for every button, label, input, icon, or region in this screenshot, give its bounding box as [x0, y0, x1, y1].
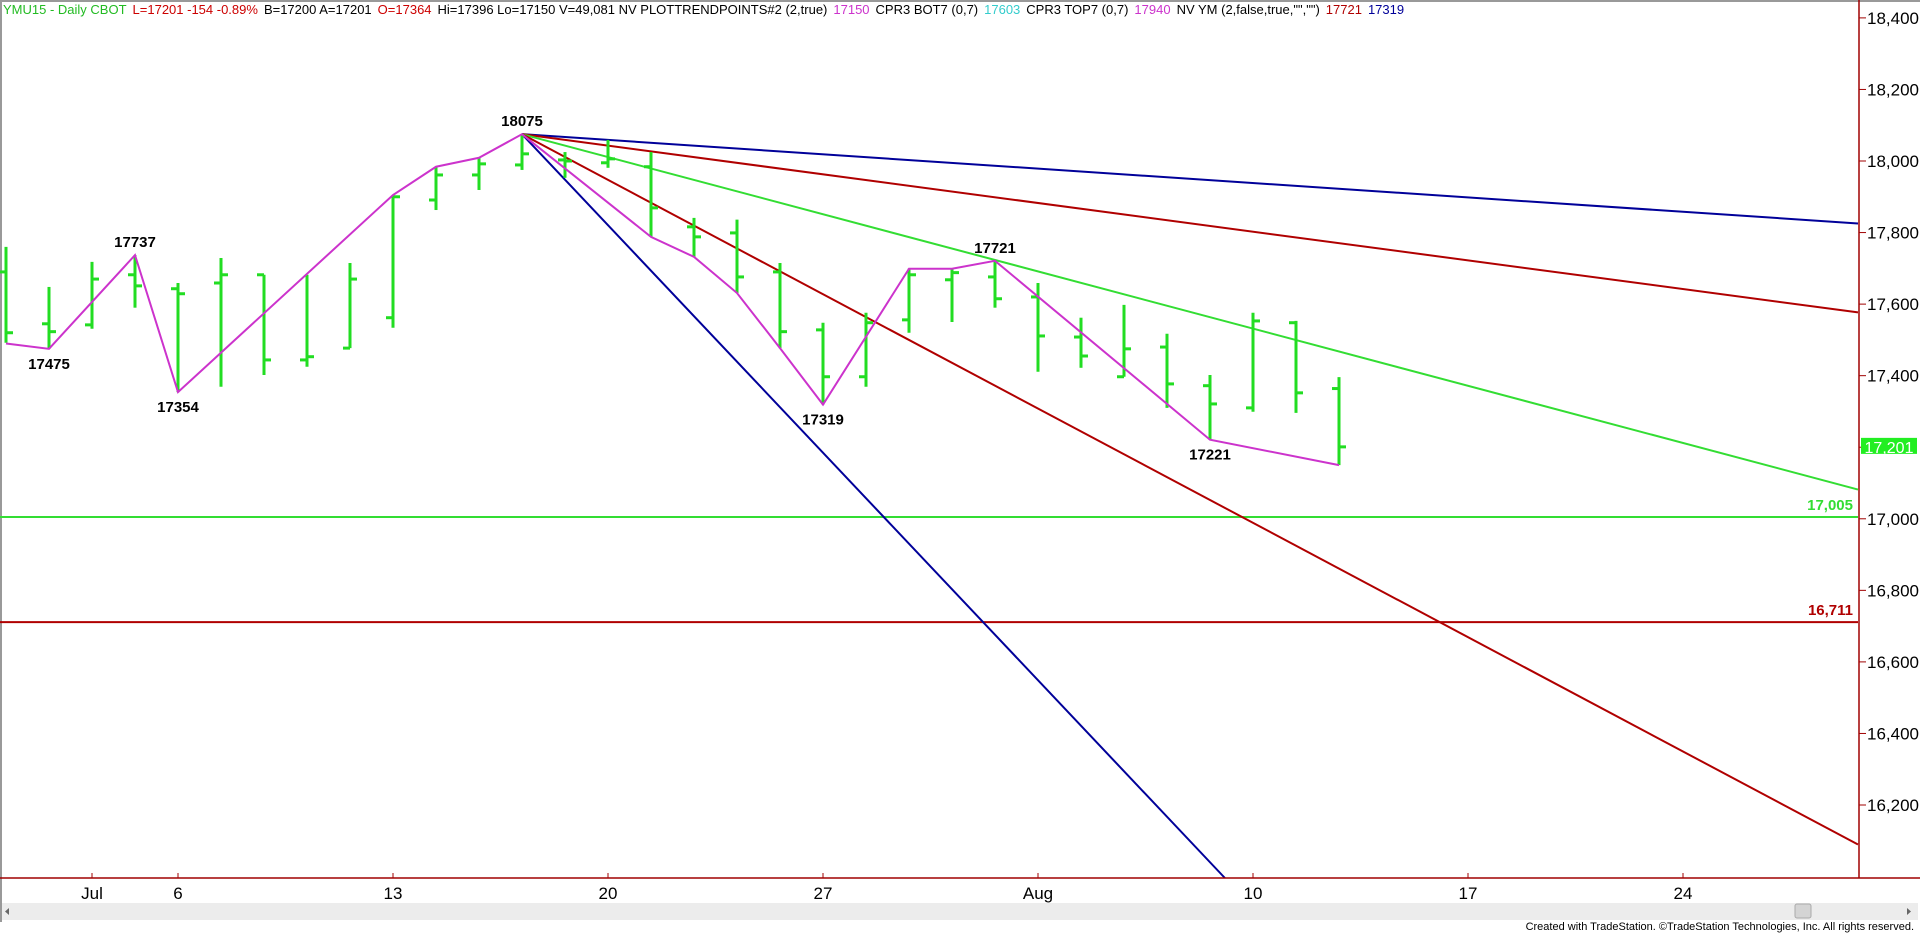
ohlc-bar	[644, 152, 658, 237]
last-price-marker: 17,201	[1861, 437, 1917, 457]
ohlc-bar	[300, 274, 314, 367]
open-price: O=17364	[377, 2, 432, 17]
scrollbar-track[interactable]	[2, 903, 1918, 920]
ohlc-bar	[816, 322, 830, 405]
ohlc-bar	[85, 261, 99, 329]
price-tick-label: 16,800	[1867, 581, 1919, 600]
date-tick-label: Jul	[81, 884, 103, 903]
date-tick-label: 10	[1244, 884, 1263, 903]
ohlc-bar	[1203, 374, 1217, 440]
trendlines	[521, 133, 1859, 879]
scroll-left-icon[interactable]	[5, 908, 9, 915]
date-tick-label: 13	[384, 884, 403, 903]
ohlc-bar	[343, 262, 357, 350]
last-price-label: 17,201	[1865, 440, 1914, 457]
ohlc-bar	[687, 217, 701, 257]
indicator-3-name: CPR3 TOP7 (0,7)	[1026, 2, 1129, 17]
pivot-label: 17354	[157, 399, 199, 416]
pivot-label: 17721	[974, 240, 1016, 257]
ohlc-bar	[128, 255, 142, 308]
indicator-4-name: NV YM (2,false,true,"","")	[1176, 2, 1320, 17]
ohlc-bar	[429, 166, 443, 211]
price-tick-label: 17,600	[1867, 295, 1919, 314]
indicator-3-value: 17940	[1134, 2, 1171, 17]
ohlc-bar	[386, 194, 400, 328]
ohlc-bar	[558, 152, 572, 178]
ohlc-bar	[945, 268, 959, 323]
last-price: L=17201 -154 -0.89%	[132, 2, 258, 17]
bid-ask: B=17200 A=17201	[263, 2, 372, 17]
ohlc-bar	[42, 286, 56, 349]
ohlc-bar	[1246, 312, 1260, 412]
price-tick-label: 18,000	[1867, 152, 1919, 171]
ohlc-bar	[730, 219, 744, 294]
price-tick-label: 16,600	[1867, 653, 1919, 672]
horizontal-lines	[0, 515, 1858, 624]
price-tick-label: 18,200	[1867, 80, 1919, 99]
session-stats: Hi=17396 Lo=17150 V=49,081 NV PLOTTRENDP…	[437, 2, 828, 17]
date-axis: Jul 6 13 20 27 Aug 10 17 24	[81, 873, 1692, 903]
ohlc-bar	[773, 262, 787, 349]
pivot-label: 17221	[1189, 447, 1231, 464]
price-tick-label: 17,400	[1867, 367, 1919, 386]
ohlc-bar	[171, 283, 185, 393]
scrollbar-thumb[interactable]	[1794, 903, 1812, 919]
ohlc-bar	[1117, 304, 1131, 379]
trendline	[521, 133, 1226, 879]
ohlc-bar	[601, 139, 615, 168]
ohlc-bar	[988, 260, 1002, 308]
ohlc-bar	[902, 268, 916, 333]
indicator-2-name: CPR3 BOT7 (0,7)	[875, 2, 979, 17]
swing-line-group	[5, 132, 1340, 467]
trendline	[521, 133, 1859, 491]
pivot-labels: 17475 17737 17354 18075 17319 17721 17221	[28, 113, 1231, 464]
horizontal-line-label: 17,005	[1807, 497, 1853, 514]
date-tick-label: 24	[1674, 884, 1693, 903]
horizontal-line-label: 16,711	[1808, 602, 1853, 619]
pivot-label: 18075	[501, 113, 543, 130]
swing-line	[5, 132, 1340, 467]
ohlc-bar	[1160, 333, 1174, 408]
indicator-4-value-1: 17721	[1325, 2, 1362, 17]
price-tick-label: 17,000	[1867, 510, 1919, 529]
trendline	[521, 133, 1859, 314]
ohlc-bar	[1332, 377, 1346, 466]
last-price-box	[1861, 437, 1917, 454]
ohlc-bar	[515, 134, 529, 170]
date-tick-label: 17	[1459, 884, 1478, 903]
price-tick-label: 16,400	[1867, 724, 1919, 743]
ohlc-bars	[0, 134, 1346, 466]
date-tick-label: 6	[173, 884, 182, 903]
ohlc-bar	[257, 273, 271, 375]
price-tick-label: 16,200	[1867, 796, 1919, 815]
trendline	[521, 133, 1859, 846]
ohlc-bar	[214, 257, 228, 387]
date-tick-label: Aug	[1023, 884, 1053, 903]
ohlc-bar	[472, 157, 486, 190]
price-tick-label: 17,800	[1867, 224, 1919, 243]
trendline	[521, 133, 1859, 225]
indicator-2-value: 17603	[984, 2, 1021, 17]
date-tick-label: 20	[599, 884, 618, 903]
copyright-footer: Created with TradeStation. ©TradeStation…	[1525, 921, 1914, 933]
symbol-label: YMU15 - Daily CBOT	[3, 2, 127, 17]
ohlc-bar	[1074, 317, 1088, 368]
pivot-label: 17737	[114, 234, 156, 251]
pivot-label: 17475	[28, 356, 70, 373]
price-axis: 18,400 18,200 18,000 17,800 17,600 17,400 17,0…	[1859, 9, 1919, 815]
pivot-label: 17319	[802, 412, 844, 429]
horizontal-scrollbar[interactable]	[2, 903, 1918, 920]
indicator-4-value-2: 17319	[1367, 2, 1405, 17]
ohlc-bar	[1289, 320, 1303, 413]
scroll-right-icon[interactable]	[1907, 908, 1911, 915]
ohlc-bar	[0, 246, 13, 343]
indicator-1-value: 17150	[833, 2, 870, 17]
ohlc-bar	[859, 312, 873, 387]
price-tick-label: 18,400	[1867, 9, 1919, 28]
chart-header: YMU15 - Daily CBOT L=17201 -154 -0.89% B=1…	[3, 2, 1410, 17]
date-tick-label: 27	[814, 884, 833, 903]
